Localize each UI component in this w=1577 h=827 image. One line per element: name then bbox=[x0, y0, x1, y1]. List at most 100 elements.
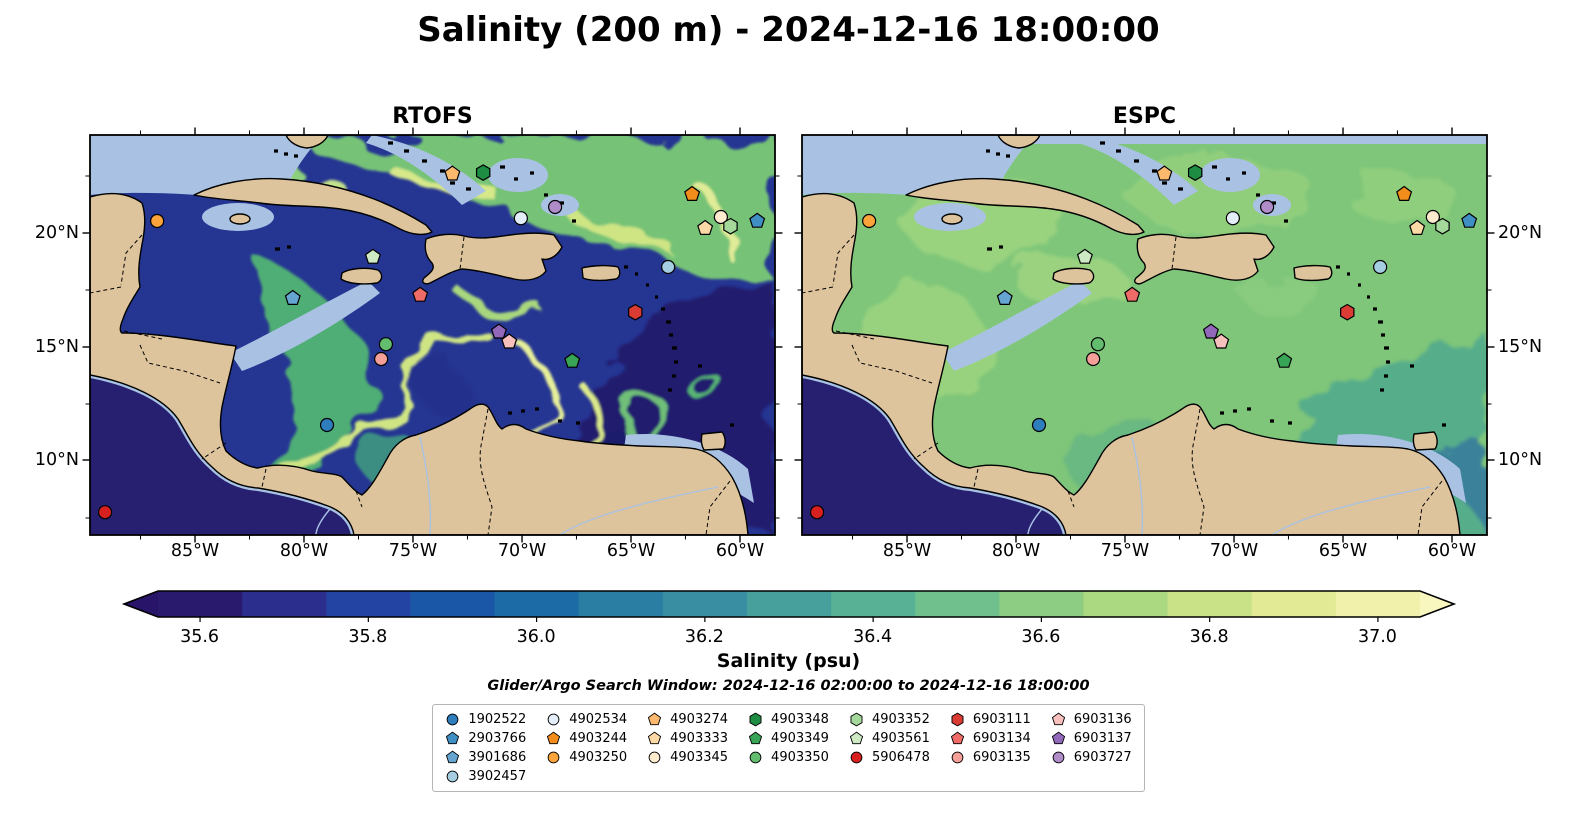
platform-marker-4903561-pentagon-icon bbox=[364, 248, 381, 264]
legend-item-6903111: 6903111 bbox=[950, 712, 1031, 727]
lat-tick-label: 15°N bbox=[1498, 337, 1543, 357]
legend-pentagon-icon bbox=[1051, 731, 1065, 745]
legend-pentagon-icon bbox=[446, 750, 460, 764]
map-panels: RTOFS bbox=[0, 104, 1577, 561]
legend-item-3902457: 3902457 bbox=[445, 769, 526, 784]
lat-tick-label: 10°N bbox=[1498, 450, 1543, 470]
platform-marker-5906478-circle-icon bbox=[809, 505, 825, 520]
legend-column: 4903352 4903561 5906478 bbox=[849, 712, 930, 784]
legend-label: 4903250 bbox=[569, 750, 628, 765]
legend-item-6903727: 6903727 bbox=[1051, 750, 1132, 765]
legend-item-1902522: 1902522 bbox=[445, 712, 526, 727]
legend-item-4902534: 4902534 bbox=[546, 712, 627, 727]
platform-marker-6903111-hexagon-icon bbox=[1340, 303, 1355, 321]
legend-pentagon-icon bbox=[748, 731, 763, 745]
platform-marker-4903352-hexagon-icon bbox=[723, 217, 738, 235]
platform-marker-4903250-circle-icon bbox=[547, 751, 560, 764]
legend-label: 4903349 bbox=[771, 731, 829, 746]
legend-pentagon-icon bbox=[950, 731, 964, 745]
map-frame bbox=[801, 134, 1488, 536]
legend-item-2903766: 2903766 bbox=[445, 731, 526, 746]
map-area-espc: 85°W 80°W 75°W 70°W 65°W 60°W 20°N 15°N 10°N bbox=[794, 127, 1542, 561]
platform-marker-4903333-pentagon-icon bbox=[648, 731, 662, 745]
legend-pentagon-icon bbox=[547, 731, 561, 745]
colorbar-gradient bbox=[121, 590, 1456, 622]
platform-marker-5906478-circle-icon bbox=[97, 505, 113, 520]
legend-item-4903348: 4903348 bbox=[748, 712, 829, 727]
legend-column: 4903348 4903349 4903350 bbox=[748, 712, 829, 784]
platform-marker-1902522-circle-icon bbox=[446, 713, 459, 726]
platform-marker-4902534-circle-icon bbox=[513, 211, 528, 226]
legend-label: 6903111 bbox=[972, 712, 1031, 727]
platform-marker-6903137-pentagon-icon bbox=[1051, 731, 1065, 745]
legend-hexagon-icon bbox=[850, 712, 863, 727]
legend-label: 4903274 bbox=[670, 712, 729, 727]
platform-marker-6903136-pentagon-icon bbox=[1051, 712, 1065, 726]
platform-marker-4903244-pentagon-icon bbox=[1396, 185, 1413, 202]
legend-hexagon-icon bbox=[749, 712, 762, 727]
legend-column: 4903274 4903333 4903345 bbox=[647, 712, 728, 784]
platform-marker-2903766-pentagon-icon bbox=[446, 731, 460, 745]
platform-marker-4903333-pentagon-icon bbox=[1409, 219, 1426, 236]
panel-title-rtofs: RTOFS bbox=[392, 104, 473, 129]
colorbar-tick-label: 36.8 bbox=[1189, 627, 1229, 647]
platform-marker-4903561-pentagon-icon bbox=[1076, 248, 1093, 264]
panel-espc: ESPC bbox=[794, 104, 1542, 561]
platform-marker-5906478-circle-icon bbox=[850, 751, 863, 764]
map-frame bbox=[89, 134, 776, 536]
legend-circle-icon bbox=[951, 751, 964, 764]
platform-marker-4903345-circle-icon bbox=[1425, 209, 1440, 225]
platform-marker-4903250-circle-icon bbox=[150, 213, 165, 229]
legend-label: 4903345 bbox=[670, 750, 729, 765]
legend-column: 1902522 2903766 3901686 3902457 bbox=[445, 712, 526, 784]
lat-tick-label: 15°N bbox=[34, 337, 79, 357]
colorbar-tick-label: 36.4 bbox=[853, 627, 893, 647]
platform-marker-4902534-circle-icon bbox=[547, 713, 560, 726]
legend-label: 3901686 bbox=[468, 750, 527, 765]
legend-circle-icon bbox=[446, 770, 459, 783]
platform-marker-4903352-hexagon-icon bbox=[850, 712, 863, 727]
legend-circle-icon bbox=[547, 713, 560, 726]
legend-pentagon-icon bbox=[849, 731, 864, 745]
platform-legend: 1902522 2903766 3901686 3902457 4902534 49032… bbox=[432, 704, 1145, 792]
platform-marker-6903135-circle-icon bbox=[951, 751, 964, 764]
platform-marker-3902457-circle-icon bbox=[1373, 259, 1388, 275]
platform-marker-4903274-pentagon-icon bbox=[444, 165, 461, 181]
legend-item-4903352: 4903352 bbox=[849, 712, 930, 727]
legend-item-4903345: 4903345 bbox=[647, 750, 728, 765]
platform-marker-6903134-pentagon-icon bbox=[1124, 286, 1141, 302]
lat-tick-label: 20°N bbox=[1498, 223, 1543, 243]
salinity-map-espc bbox=[794, 127, 1495, 543]
platform-marker-4903352-hexagon-icon bbox=[1435, 217, 1450, 235]
legend-item-4903561: 4903561 bbox=[849, 731, 930, 746]
platform-marker-2903766-pentagon-icon bbox=[1461, 212, 1478, 228]
colorbar-tick-label: 36.0 bbox=[516, 627, 556, 647]
legend-label: 1902522 bbox=[468, 712, 527, 727]
colorbar-tick-label: 35.8 bbox=[348, 627, 388, 647]
legend-item-4903274: 4903274 bbox=[647, 712, 728, 727]
platform-marker-6903727-circle-icon bbox=[1260, 199, 1275, 215]
legend-item-6903134: 6903134 bbox=[950, 731, 1031, 746]
platform-marker-4903348-hexagon-icon bbox=[475, 164, 491, 181]
lon-tick-label: 80°W bbox=[991, 541, 1041, 561]
platform-marker-6903727-circle-icon bbox=[1052, 751, 1065, 764]
legend-item-5906478: 5906478 bbox=[849, 750, 930, 765]
platform-marker-6903727-circle-icon bbox=[548, 199, 563, 215]
platform-markers bbox=[97, 164, 766, 520]
legend-pentagon-icon bbox=[648, 712, 662, 726]
panel-title-espc: ESPC bbox=[1112, 104, 1177, 129]
platform-marker-4903244-pentagon-icon bbox=[547, 731, 561, 745]
colorbar-tick-label: 36.6 bbox=[1021, 627, 1061, 647]
legend-circle-icon bbox=[547, 751, 560, 764]
lon-tick-label: 65°W bbox=[606, 541, 656, 561]
platform-marker-4903561-pentagon-icon bbox=[849, 731, 864, 745]
legend-label: 4903333 bbox=[670, 731, 729, 746]
platform-marker-4903349-pentagon-icon bbox=[1276, 352, 1293, 368]
platform-marker-4903345-circle-icon bbox=[648, 751, 661, 764]
legend-label: 2903766 bbox=[468, 731, 527, 746]
legend-item-6903136: 6903136 bbox=[1051, 712, 1132, 727]
figure-title: Salinity (200 m) - 2024-12-16 18:00:00 bbox=[417, 10, 1160, 50]
colorbar-tick-labels: 35.6 35.8 36.0 36.2 36.4 36.6 36.8 37.0 bbox=[124, 624, 1454, 650]
platform-marker-4903244-pentagon-icon bbox=[684, 185, 701, 202]
